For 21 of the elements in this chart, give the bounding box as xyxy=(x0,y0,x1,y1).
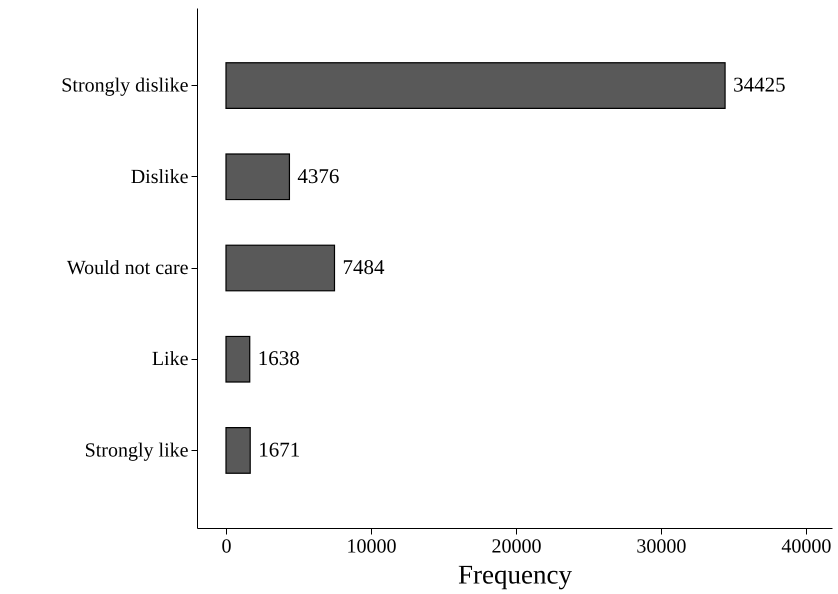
bar xyxy=(225,336,250,383)
x-axis-title: Frequency xyxy=(458,560,572,590)
bar xyxy=(225,62,726,109)
data-label: 34425 xyxy=(733,72,786,97)
y-tick-label: Would not care xyxy=(66,257,189,279)
y-tick-label: Strongly like xyxy=(84,439,189,462)
y-tick-label: Dislike xyxy=(130,166,189,188)
x-tick-label: 0 xyxy=(221,536,232,558)
x-tick-label: 10000 xyxy=(346,536,396,558)
x-tick-label: 40000 xyxy=(781,536,832,558)
bar xyxy=(225,427,251,474)
y-tick-label: Like xyxy=(152,348,189,370)
data-label: 4376 xyxy=(297,164,340,188)
bar xyxy=(225,153,290,200)
bar xyxy=(225,244,336,292)
x-tick-label: 30000 xyxy=(636,536,686,558)
data-label: 1638 xyxy=(258,346,300,370)
data-label: 7484 xyxy=(342,255,385,279)
y-tick-label: Strongly dislike xyxy=(61,74,189,97)
x-tick-label: 20000 xyxy=(491,536,542,558)
data-label: 1671 xyxy=(258,437,300,462)
